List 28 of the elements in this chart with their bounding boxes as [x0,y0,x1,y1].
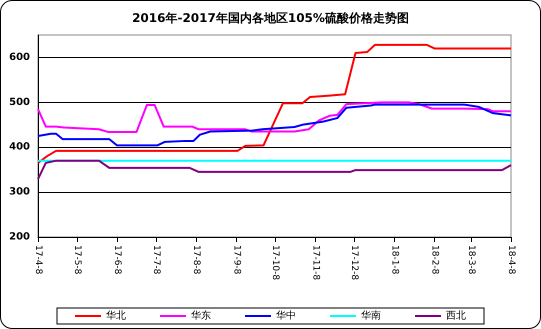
legend-label: 西北 [446,310,466,322]
y-tick-label: 200 [9,232,30,242]
x-tick-label: 17-10-8 [270,245,280,280]
y-tick-label: 400 [9,142,30,153]
legend-label: 华东 [191,310,211,322]
x-tick-label: 17-8-8 [191,245,202,275]
x-tick-label: 17-9-8 [231,245,242,275]
legend-label: 华中 [276,310,296,322]
line-series [37,160,512,180]
line-series [37,44,512,164]
x-tick-label: 18-1-8 [389,245,400,275]
x-tick-label: 18-2-8 [430,245,440,275]
y-tick-label: 500 [9,96,30,108]
y-tick-label: 600 [9,52,30,63]
x-tick-label: 17-12-8 [349,245,360,280]
y-tick-label: 300 [9,186,30,198]
line-series [37,104,512,146]
x-tick-label: 17-7-8 [150,245,161,275]
x-tick-label: 18-4-8 [506,245,516,275]
x-tick-label: 17-5-8 [72,245,82,275]
legend-label: 华南 [361,310,381,322]
x-tick-label: 17-4-8 [33,245,43,275]
x-tick-label: 17-6-8 [112,245,122,275]
chart-title: 2016年-2017年国内各地区105%硫酸价格走势图 [132,11,409,25]
line-series [37,101,512,133]
x-tick-label: 18-3-8 [466,245,476,275]
legend-label: 华北 [106,310,126,322]
x-tick-label: 17-11-8 [310,245,320,280]
